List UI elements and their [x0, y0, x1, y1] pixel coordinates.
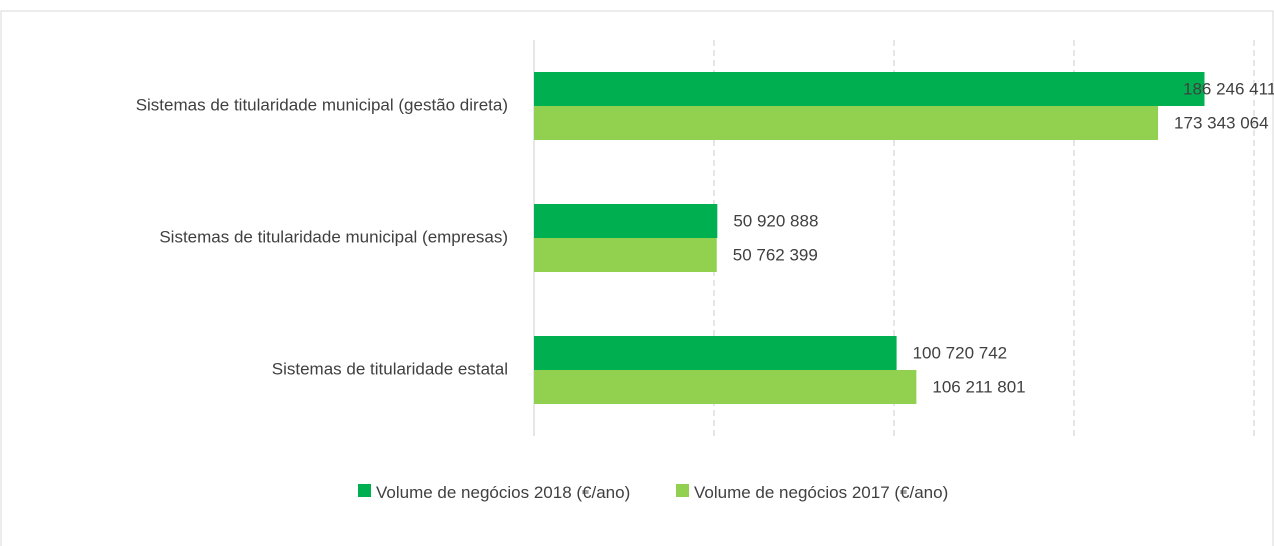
y-tick-label: Sistemas de titularidade municipal (gest…	[136, 95, 508, 114]
data-label: 173 343 064	[1174, 113, 1269, 132]
legend-swatch	[358, 484, 371, 497]
data-label: 186 246 411	[1183, 79, 1274, 98]
data-label: 50 920 888	[733, 211, 818, 230]
legend-swatch	[676, 484, 689, 497]
legend-item: Volume de negócios 2017 (€/ano)	[676, 478, 964, 508]
bar	[534, 370, 917, 404]
legend-item: Volume de negócios 2018 (€/ano)	[358, 478, 646, 508]
y-tick-label: Sistemas de titularidade municipal (empr…	[159, 227, 508, 246]
y-tick-label: Sistemas de titularidade estatal	[272, 359, 508, 378]
legend-label: Volume de negócios 2017 (€/ano)	[694, 483, 949, 502]
data-label: 50 762 399	[733, 245, 818, 264]
bar	[534, 336, 897, 370]
data-label: 106 211 801	[932, 377, 1025, 396]
bar	[534, 204, 718, 238]
bar	[534, 106, 1159, 140]
frame	[0, 10, 1274, 546]
bar	[534, 72, 1205, 106]
bar	[534, 238, 717, 272]
legend-label: Volume de negócios 2018 (€/ano)	[376, 483, 631, 502]
data-label: 100 720 742	[913, 343, 1008, 362]
